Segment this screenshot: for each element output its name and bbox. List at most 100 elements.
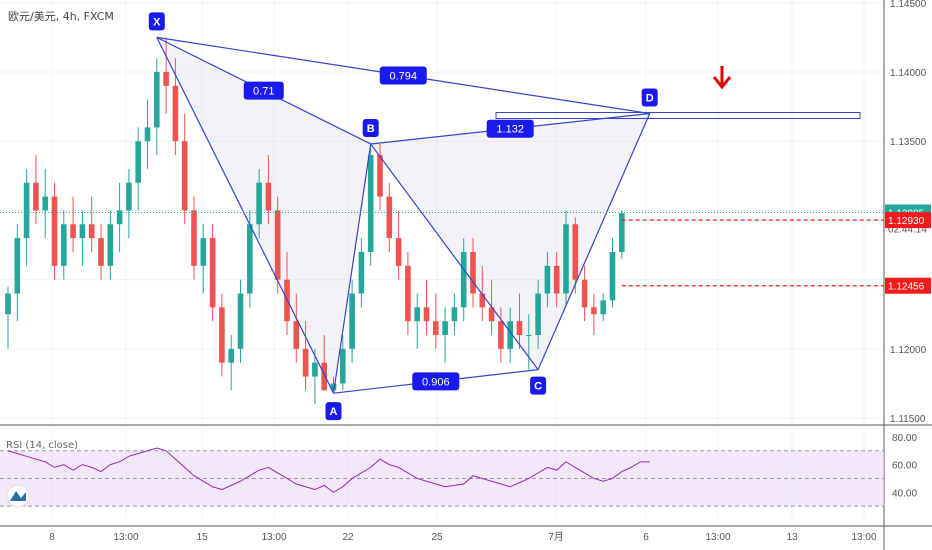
point-label-bg	[148, 12, 165, 31]
candle-body	[228, 348, 234, 363]
point-label-x: X	[148, 12, 165, 31]
point-label-bg	[641, 88, 658, 107]
time-tick-label: 15	[196, 532, 208, 543]
level-price-tag: 1.12456	[885, 277, 931, 294]
candle-body	[451, 307, 458, 322]
tradingview-logo-icon	[6, 484, 30, 508]
candle-body	[209, 238, 216, 308]
countdown-text: 02:44:14	[888, 225, 927, 236]
price-levels	[0, 212, 884, 287]
candle-body	[70, 224, 76, 239]
point-label-c: C	[530, 376, 547, 395]
rsi-tick-label: 60.00	[892, 461, 917, 472]
time-tick-label: 13:00	[705, 532, 730, 543]
time-tick-label: 13	[786, 532, 798, 543]
bc-line	[370, 143, 539, 370]
candle-body	[581, 279, 588, 308]
candle-body	[600, 300, 606, 315]
candle-body	[23, 182, 30, 239]
candle-body	[88, 224, 95, 239]
price-tick-label: 1.11500	[890, 414, 926, 425]
xa-line	[156, 37, 335, 394]
time-tick-label: 22	[342, 532, 354, 543]
point-label-text: C	[534, 381, 542, 393]
candle-body	[349, 293, 355, 349]
ratio-label-text: 0.794	[389, 70, 417, 82]
candle-body	[414, 307, 420, 322]
price-tick-label: 1.13500	[890, 137, 927, 148]
price-axis[interactable]: 1.14500 1.14000 1.13500 1.12000 1.11500 1.129…	[885, 0, 931, 499]
chart-title: 欧元/美元, 4h, FXCM	[8, 10, 114, 23]
candle-body	[423, 307, 430, 322]
candle-body	[609, 251, 616, 301]
candle-body	[544, 265, 551, 294]
price-tick-label: 1.12000	[890, 345, 927, 356]
rsi-panel: RSI (14, close)	[0, 440, 884, 508]
time-tick-label: 6	[643, 532, 649, 543]
candle-body	[470, 251, 476, 294]
ratio-label-bg	[243, 81, 284, 100]
candle-body	[442, 321, 448, 336]
candle-body	[61, 224, 67, 266]
point-label-bg	[325, 402, 342, 421]
ab-line	[332, 143, 372, 394]
candle-body	[181, 141, 188, 211]
ratio-label-bg	[379, 66, 427, 85]
ratio-label-text: 0.71	[253, 86, 274, 98]
candle-body	[191, 210, 197, 266]
candle-body	[460, 251, 467, 308]
level-price-tag: 1.12930	[885, 212, 931, 229]
ratio-label: 1.132	[486, 119, 534, 138]
ratio-label-bg	[486, 119, 534, 138]
level-price-bg	[885, 212, 931, 229]
candle-body	[219, 307, 225, 363]
candle-body	[42, 196, 48, 211]
candle-body	[395, 238, 402, 266]
level-price-text: 1.12930	[888, 216, 925, 227]
candle-body	[507, 321, 513, 349]
candle-body	[293, 321, 300, 349]
point-label-bg	[530, 376, 547, 395]
candle-body	[563, 224, 569, 294]
candle-body	[256, 182, 262, 225]
candle-body	[135, 141, 141, 183]
candle-body	[154, 71, 160, 128]
point-label-a: A	[325, 402, 342, 421]
candle-body	[163, 71, 169, 86]
point-label-text: A	[330, 406, 338, 418]
candle-body	[358, 251, 365, 294]
candle-body	[367, 155, 374, 252]
time-tick-label: 13:00	[113, 532, 138, 543]
candle-body	[107, 224, 114, 266]
point-label-text: D	[646, 93, 654, 105]
candle-body	[247, 224, 253, 294]
cd-line	[537, 113, 651, 370]
candle-body	[200, 238, 207, 266]
candle-body	[377, 155, 383, 197]
candle-body	[5, 293, 11, 315]
candle-body	[172, 85, 179, 142]
level-price-bg	[885, 277, 931, 294]
time-tick-label: 13:00	[261, 532, 286, 543]
candle-body	[302, 348, 309, 377]
time-tick-label: 25	[431, 532, 443, 543]
candle-body	[144, 127, 151, 142]
point-label-text: B	[367, 123, 375, 135]
xab-triangle	[156, 37, 371, 394]
candle-body	[51, 196, 58, 266]
time-tick-label: 8	[49, 532, 55, 543]
candle-body	[274, 210, 281, 280]
candle-body	[619, 213, 625, 252]
time-axis[interactable]: 8 13:00 15 13:00 22 25 7月 6 13:00 13 13:00	[49, 531, 877, 543]
candle-body	[116, 210, 123, 225]
candle-body	[98, 238, 104, 266]
arrow-down-icon	[712, 66, 732, 90]
candle-body	[526, 335, 532, 337]
rsi-tick-label: 80.00	[892, 433, 917, 444]
candle-body	[237, 293, 244, 349]
time-tick-label: 13:00	[851, 532, 876, 543]
candle-body	[330, 383, 337, 391]
pattern-labels: X A B C D 0.71 0.794 1.132 0.906	[148, 12, 658, 421]
point-label-text: X	[153, 16, 161, 28]
